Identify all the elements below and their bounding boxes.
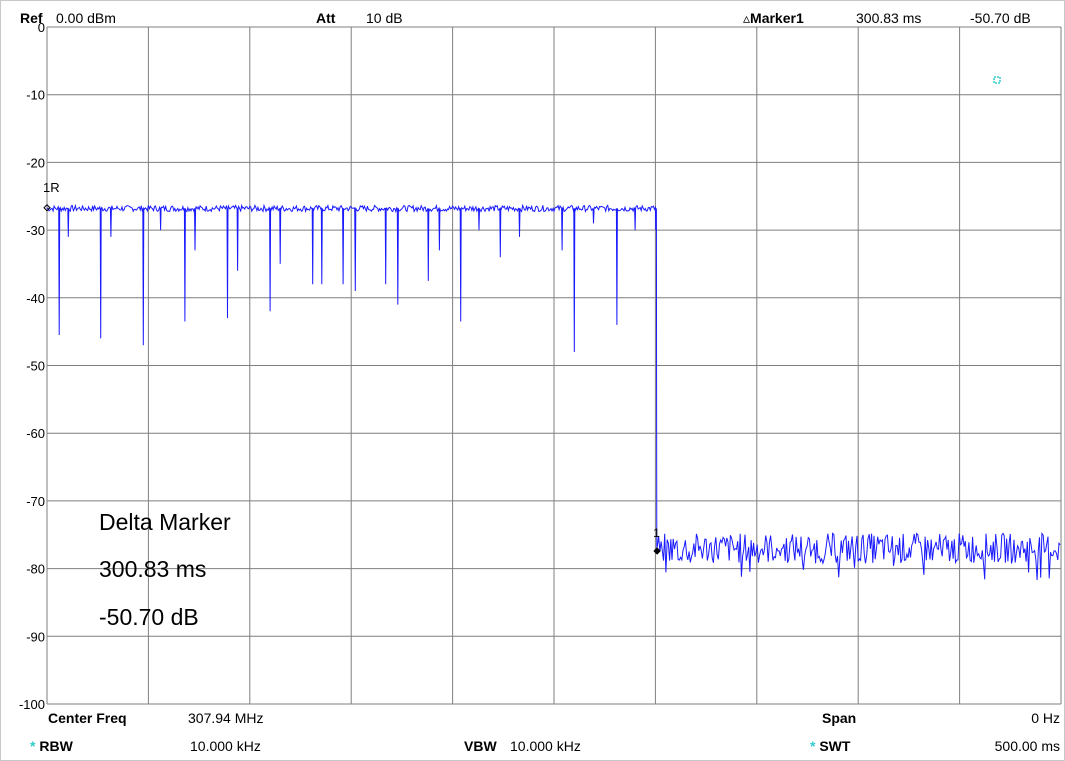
y-tick-label: -90 [26, 629, 45, 644]
delta-marker-annotation-time: 300.83 ms [99, 556, 207, 582]
reference-marker-diamond-icon [43, 204, 51, 212]
marker-label: Marker1 [750, 10, 804, 26]
swt-value: 500.00 ms [994, 738, 1060, 754]
marker-level: -50.70 dB [970, 10, 1031, 26]
rbw-value: 10.000 kHz [190, 738, 261, 754]
vbw-label: VBW [464, 738, 497, 754]
ref-label: Ref [20, 10, 43, 26]
span-value: 0 Hz [1031, 710, 1060, 726]
y-tick-label: -60 [26, 426, 45, 441]
ref-value: 0.00 dBm [56, 10, 116, 26]
swt-group: * SWT [810, 738, 850, 754]
att-value: 10 dB [366, 10, 403, 26]
marker-time: 300.83 ms [856, 10, 922, 26]
center-freq-value: 307.94 MHz [188, 710, 264, 726]
y-tick-label: -10 [26, 88, 45, 103]
y-tick-label: -70 [26, 494, 45, 509]
y-tick-label: -20 [26, 155, 45, 170]
grid [46, 26, 1062, 705]
y-axis-tick-labels: 0 -10 -20 -30 -40 -50 -60 -70 -80 -90 -100 [19, 20, 45, 712]
swt-label: SWT [819, 738, 851, 754]
reference-marker-label: 1R [43, 180, 60, 195]
rbw-group: * RBW [30, 738, 73, 754]
center-freq-label: Center Freq [48, 710, 127, 726]
y-tick-label: -50 [26, 359, 45, 374]
rbw-star-icon: * [30, 738, 36, 754]
delta-marker-label: 1 [653, 526, 660, 540]
att-label: Att [316, 10, 336, 26]
span-label: Span [822, 710, 857, 726]
marker-indicator-icon [993, 76, 1001, 84]
rbw-label: RBW [39, 738, 73, 754]
y-tick-label: 0 [38, 20, 45, 35]
y-tick-label: -80 [26, 562, 45, 577]
marker-header: ▵Marker1 [743, 10, 804, 26]
y-tick-label: -40 [26, 291, 45, 306]
delta-triangle-icon: ▵ [743, 10, 751, 26]
vbw-value: 10.000 kHz [510, 738, 581, 754]
y-tick-label: -30 [26, 223, 45, 238]
trace-line [46, 203, 1061, 581]
y-tick-label: -100 [19, 697, 45, 712]
swt-star-icon: * [810, 738, 816, 754]
delta-marker-annotation-title: Delta Marker [99, 509, 231, 535]
delta-marker-annotation-level: -50.70 dB [99, 604, 199, 630]
markers: 1R 1 [43, 180, 661, 555]
delta-marker-diamond-icon [653, 547, 661, 555]
